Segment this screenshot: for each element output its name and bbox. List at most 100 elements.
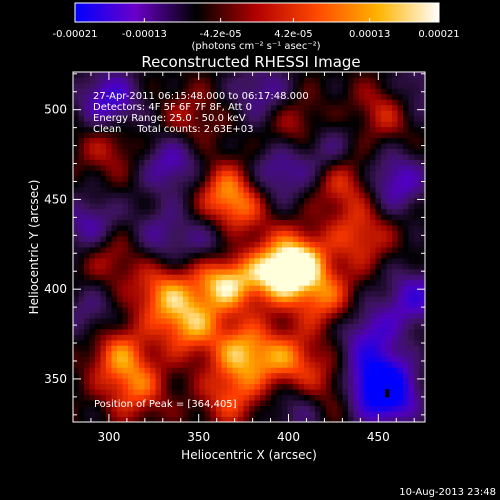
heatmap-pixel bbox=[419, 197, 425, 204]
heatmap-pixel bbox=[183, 296, 189, 303]
heatmap-pixel bbox=[95, 170, 101, 177]
heatmap-pixel bbox=[166, 356, 173, 363]
heatmap-pixel bbox=[397, 132, 404, 139]
heatmap-pixel bbox=[205, 164, 211, 171]
heatmap-pixel bbox=[221, 389, 228, 396]
heatmap-pixel bbox=[287, 405, 294, 412]
heatmap-pixel bbox=[353, 263, 360, 270]
heatmap-pixel bbox=[326, 361, 332, 368]
heatmap-pixel bbox=[205, 323, 211, 330]
heatmap-pixel bbox=[364, 241, 371, 248]
heatmap-pixel bbox=[188, 93, 195, 100]
heatmap-pixel bbox=[161, 93, 167, 100]
heatmap-pixel bbox=[205, 126, 211, 133]
heatmap-pixel bbox=[133, 164, 140, 171]
heatmap-pixel bbox=[315, 197, 321, 204]
heatmap-pixel bbox=[392, 334, 398, 341]
heatmap-pixel bbox=[293, 170, 299, 177]
heatmap-pixel bbox=[364, 350, 371, 357]
heatmap-pixel bbox=[117, 77, 123, 84]
heatmap-pixel bbox=[183, 72, 189, 78]
heatmap-pixel bbox=[364, 186, 371, 193]
heatmap-pixel bbox=[287, 339, 294, 346]
heatmap-pixel bbox=[95, 350, 101, 357]
heatmap-pixel bbox=[166, 350, 173, 357]
heatmap-pixel bbox=[78, 350, 85, 357]
heatmap-pixel bbox=[188, 247, 195, 253]
heatmap-pixel bbox=[386, 268, 393, 275]
heatmap-pixel bbox=[397, 361, 404, 368]
heatmap-pixel bbox=[84, 77, 90, 84]
heatmap-pixel bbox=[375, 148, 382, 155]
heatmap-pixel bbox=[122, 164, 129, 171]
heatmap-pixel bbox=[216, 290, 222, 297]
heatmap-pixel bbox=[359, 290, 365, 297]
heatmap-pixel bbox=[375, 290, 382, 297]
heatmap-pixel bbox=[271, 405, 277, 412]
heatmap-pixel bbox=[78, 230, 85, 237]
heatmap-pixel bbox=[403, 339, 409, 346]
heatmap-pixel bbox=[144, 416, 151, 422]
heatmap-pixel bbox=[348, 274, 354, 281]
heatmap-pixel bbox=[364, 416, 371, 422]
heatmap-pixel bbox=[238, 154, 244, 160]
heatmap-pixel bbox=[205, 115, 211, 122]
heatmap-pixel bbox=[304, 345, 310, 352]
heatmap-pixel bbox=[205, 345, 211, 352]
heatmap-pixel bbox=[370, 274, 376, 281]
heatmap-pixel bbox=[216, 219, 222, 226]
heatmap-pixel bbox=[386, 241, 393, 248]
heatmap-pixel bbox=[403, 192, 409, 199]
info-line-energy-range: Energy Range: 25.0 - 50.0 keV bbox=[93, 113, 246, 124]
heatmap-pixel bbox=[397, 263, 404, 270]
heatmap-pixel bbox=[375, 334, 382, 341]
heatmap-pixel bbox=[89, 143, 96, 149]
heatmap-pixel bbox=[309, 345, 316, 352]
heatmap-pixel bbox=[276, 143, 283, 149]
heatmap-pixel bbox=[89, 77, 96, 84]
heatmap-pixel bbox=[89, 411, 96, 417]
colorbar: -0.00021 -0.00013 -4.2e-05 4.2e-05 0.00013 0.… bbox=[53, 2, 460, 52]
heatmap-pixel bbox=[205, 104, 211, 111]
heatmap-pixel bbox=[227, 88, 233, 95]
heatmap-pixel bbox=[254, 137, 261, 144]
heatmap-pixel bbox=[342, 72, 349, 78]
heatmap-pixel bbox=[133, 416, 140, 422]
heatmap-pixel bbox=[375, 263, 382, 270]
heatmap-pixel bbox=[282, 115, 288, 122]
heatmap-pixel bbox=[282, 350, 288, 357]
heatmap-pixel bbox=[238, 334, 244, 341]
heatmap-pixel bbox=[331, 88, 338, 95]
heatmap-pixel bbox=[375, 405, 382, 412]
heatmap-pixel bbox=[348, 203, 354, 210]
heatmap-pixel bbox=[309, 132, 316, 139]
heatmap-pixel bbox=[386, 318, 393, 324]
heatmap-pixel bbox=[95, 72, 101, 78]
heatmap-pixel bbox=[106, 285, 112, 292]
heatmap-pixel bbox=[216, 312, 222, 319]
heatmap-pixel bbox=[210, 170, 217, 177]
heatmap-pixel bbox=[238, 203, 244, 210]
heatmap-pixel bbox=[397, 247, 404, 253]
heatmap-pixel bbox=[243, 405, 250, 412]
heatmap-pixel bbox=[419, 285, 425, 292]
heatmap-pixel bbox=[260, 372, 266, 379]
heatmap-pixel bbox=[210, 405, 217, 412]
heatmap-pixel bbox=[326, 72, 332, 78]
heatmap-pixel bbox=[315, 126, 321, 133]
heatmap-pixel bbox=[238, 214, 244, 221]
heatmap-pixel bbox=[419, 230, 425, 237]
heatmap-pixel bbox=[161, 137, 167, 144]
heatmap-pixel bbox=[73, 203, 79, 210]
heatmap-pixel bbox=[232, 82, 239, 89]
heatmap-pixel bbox=[238, 400, 244, 406]
heatmap-pixel bbox=[84, 394, 90, 401]
info-line-detectors: Detectors: 4F 5F 6F 7F 8F, Att 0 bbox=[93, 102, 252, 113]
heatmap-pixel bbox=[315, 99, 321, 106]
heatmap-pixel bbox=[122, 372, 129, 379]
heatmap-pixel bbox=[271, 230, 277, 237]
heatmap-pixel bbox=[210, 159, 217, 166]
heatmap-pixel bbox=[106, 110, 112, 117]
heatmap-pixel bbox=[89, 99, 96, 106]
heatmap-pixel bbox=[249, 290, 255, 297]
